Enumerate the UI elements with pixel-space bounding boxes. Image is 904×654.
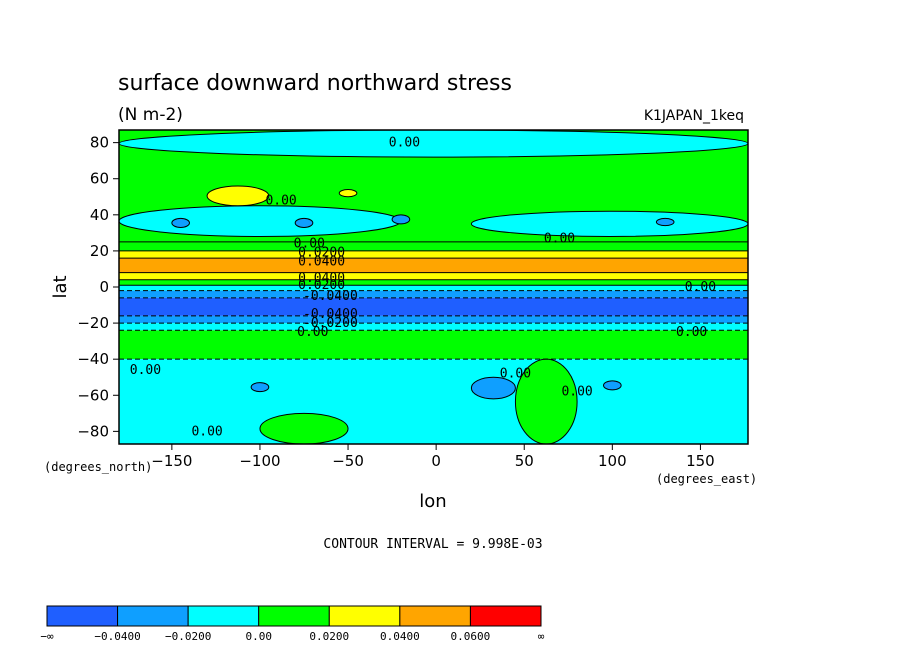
band-8	[119, 297, 748, 316]
colorbar-label-1: −0.0400	[94, 630, 140, 643]
colorbar-swatch-3	[258, 605, 330, 627]
contour-label-8: 0.00	[685, 280, 716, 295]
dataset-label: K1JAPAN_1keq	[644, 108, 744, 124]
band-3	[119, 258, 748, 273]
y-tick-label-6: −40	[77, 350, 109, 368]
colorbar-label-6: 0.0600	[451, 630, 491, 643]
contour-label-4: 0.0200	[298, 246, 345, 261]
x-axis-label: lon	[419, 491, 446, 512]
contour-label-13: 0.00	[676, 325, 707, 340]
contour-label-6: 0.0400	[298, 271, 345, 286]
contour-lines	[119, 241, 748, 360]
band-5	[119, 279, 748, 286]
band-7	[119, 290, 748, 298]
y-tick-label-0: 80	[90, 134, 109, 152]
band-10	[119, 323, 748, 331]
y-tick-label-1: 60	[90, 170, 109, 188]
x-axis: −150 −100 −50 0 50 100 150	[151, 444, 715, 470]
colorbar-label-4: 0.0200	[309, 630, 349, 643]
colorbar-label-7: ∞	[538, 630, 545, 643]
x-tick-label-6: 150	[686, 452, 715, 470]
north-yellow-cell-1	[206, 185, 270, 207]
contour-label-2: 0.00	[544, 231, 575, 246]
chart-units: (N m-2)	[118, 105, 183, 125]
y-axis: 80 60 40 20 0 −20 −40 −60 −80	[77, 134, 119, 440]
band-6	[119, 285, 748, 291]
colorbar-label-5: 0.0400	[380, 630, 420, 643]
contour-label-9: -0.0400	[303, 289, 358, 304]
north-cyan-belt-east	[470, 210, 749, 237]
contour-label-15: 0.00	[500, 367, 531, 382]
north-blue-cell-3	[391, 214, 411, 225]
south-blue-cell-3	[603, 380, 622, 391]
contour-fill	[119, 130, 748, 444]
y-tick-label-2: 40	[90, 206, 109, 224]
contour-labels: 0.000.000.000.000.02000.04000.04000.0200…	[130, 136, 716, 440]
north-blue-cell-2	[294, 217, 314, 228]
y-axis-label: lat	[50, 275, 71, 298]
contour-interval: CONTOUR INTERVAL = 9.998E-03	[323, 537, 542, 552]
colorbar-swatch-6	[469, 605, 542, 627]
contour-label-16: 0.00	[561, 385, 592, 400]
x-units-label: (degrees_east)	[656, 472, 757, 486]
north-cyan-belt-west	[118, 205, 402, 237]
band-1	[119, 241, 748, 251]
x-tick-label-1: −100	[239, 452, 280, 470]
plot-area: 0.000.000.000.000.02000.04000.04000.0200…	[118, 129, 749, 445]
contour-label-3: 0.00	[294, 237, 325, 252]
colorbar-label-0: −∞	[40, 630, 54, 643]
south-blue-cell-2	[250, 382, 270, 393]
band-11	[119, 330, 748, 360]
south-green-patch	[259, 412, 349, 445]
colorbar-swatch-0	[46, 605, 119, 627]
band-4	[119, 272, 748, 280]
x-tick-label-5: 100	[598, 452, 627, 470]
north-blue-cell-1	[171, 217, 190, 228]
colorbar-swatch-5	[399, 605, 471, 627]
contour-label-11: -0.0200	[303, 316, 358, 331]
colorbar: −∞ −0.0400 −0.0200 0.00 0.0200 0.0400 0.0600 ∞	[40, 605, 545, 643]
contour-label-5: 0.0400	[298, 255, 345, 270]
contour-label-17: 0.00	[191, 424, 222, 439]
y-tick-label-3: 20	[90, 242, 109, 260]
contour-label-1: 0.00	[265, 193, 296, 208]
north-blue-cell-4	[655, 217, 675, 227]
colorbar-label-2: −0.0200	[165, 630, 211, 643]
band-9	[119, 315, 748, 324]
y-tick-label-4: 0	[99, 278, 109, 296]
x-tick-label-2: −50	[332, 452, 364, 470]
x-tick-label-0: −150	[151, 452, 192, 470]
contour-regions	[118, 129, 749, 445]
chart-title: surface downward northward stress	[118, 71, 512, 96]
contour-label-12: 0.00	[297, 325, 328, 340]
y-tick-label-5: −20	[77, 314, 109, 332]
north-yellow-cell-2	[338, 189, 358, 198]
contour-label-14: 0.00	[130, 363, 161, 378]
band-12	[119, 359, 748, 444]
x-tick-label-3: 0	[431, 452, 441, 470]
y-tick-label-8: −80	[77, 422, 109, 440]
colorbar-swatch-1	[117, 605, 189, 627]
x-tick-label-4: 50	[515, 452, 534, 470]
south-blue-cell-1	[470, 376, 516, 400]
colorbar-swatch-2	[187, 605, 260, 627]
colorbar-label-3: 0.00	[245, 630, 272, 643]
contour-label-10: -0.0400	[303, 307, 358, 322]
y-units-label: (degrees_north)	[44, 460, 152, 474]
contour-label-0: 0.00	[389, 136, 420, 151]
y-tick-label-7: −60	[77, 386, 109, 404]
north-polar-cyan	[118, 129, 749, 158]
contour-label-7: 0.0200	[298, 278, 345, 293]
band-2	[119, 250, 748, 259]
colorbar-swatch-4	[328, 605, 401, 627]
